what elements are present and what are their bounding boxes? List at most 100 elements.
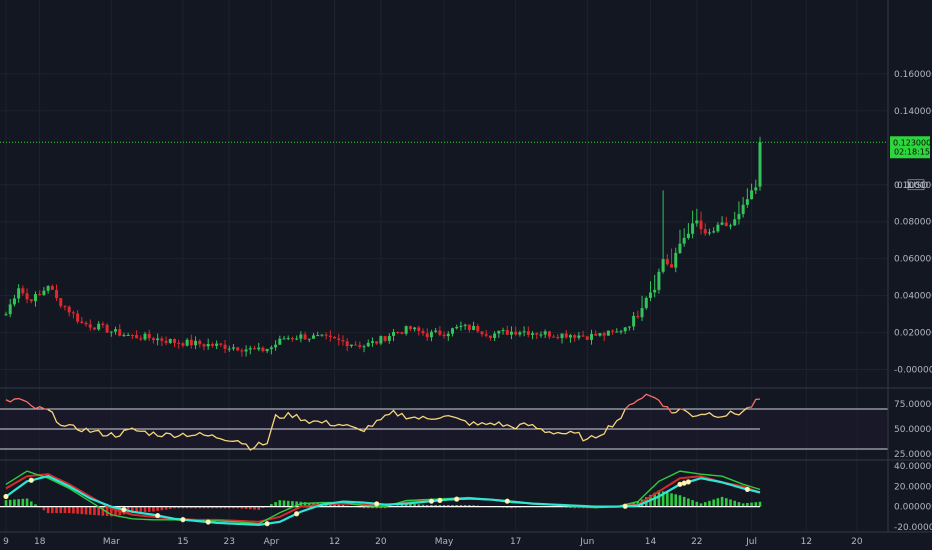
candle[interactable] [594, 330, 598, 336]
candle[interactable] [147, 329, 151, 341]
candle[interactable] [168, 338, 172, 345]
candle[interactable] [25, 288, 29, 304]
candle[interactable] [501, 327, 505, 335]
candle[interactable] [636, 310, 640, 319]
candle[interactable] [42, 286, 46, 296]
candle[interactable] [337, 333, 341, 346]
candle[interactable] [143, 331, 147, 341]
candle[interactable] [648, 281, 652, 302]
candle[interactable] [67, 305, 71, 317]
candle[interactable] [686, 223, 690, 240]
candle[interactable] [181, 341, 185, 348]
candle[interactable] [712, 227, 716, 234]
candle[interactable] [531, 331, 535, 340]
candle[interactable] [615, 328, 619, 333]
candle[interactable] [307, 338, 311, 343]
candle[interactable] [151, 336, 155, 344]
candle[interactable] [189, 334, 193, 349]
candle[interactable] [139, 335, 143, 341]
candle[interactable] [278, 335, 282, 346]
candle[interactable] [8, 299, 12, 318]
candle[interactable] [215, 340, 219, 350]
candle[interactable] [392, 329, 396, 342]
candle[interactable] [17, 284, 21, 303]
candle[interactable] [556, 334, 560, 340]
candle[interactable] [741, 196, 745, 218]
candle[interactable] [299, 331, 303, 343]
candle[interactable] [627, 326, 631, 331]
candle[interactable] [573, 333, 577, 342]
candle[interactable] [156, 333, 160, 346]
candle[interactable] [703, 223, 707, 236]
candle[interactable] [194, 336, 198, 350]
candle[interactable] [383, 335, 387, 343]
candle[interactable] [135, 330, 139, 339]
candle[interactable] [63, 305, 67, 311]
candle[interactable] [290, 336, 294, 342]
candle[interactable] [333, 336, 337, 339]
candle[interactable] [261, 346, 265, 353]
candle[interactable] [97, 321, 101, 331]
candle[interactable] [514, 326, 518, 336]
candle[interactable] [46, 285, 50, 294]
candle[interactable] [236, 346, 240, 352]
candle[interactable] [126, 332, 130, 336]
candle[interactable] [269, 345, 273, 355]
candle[interactable] [202, 343, 206, 351]
candle[interactable] [729, 223, 733, 230]
candle[interactable] [535, 332, 539, 339]
candle[interactable] [522, 326, 526, 337]
candle[interactable] [590, 329, 594, 345]
candle[interactable] [463, 323, 467, 330]
candle[interactable] [716, 222, 720, 233]
candle[interactable] [219, 342, 223, 347]
candle[interactable] [577, 331, 581, 340]
candle[interactable] [274, 340, 278, 351]
candle[interactable] [198, 339, 202, 348]
candle[interactable] [581, 330, 585, 337]
candle[interactable] [632, 311, 636, 331]
candle[interactable] [223, 340, 227, 354]
candle[interactable] [387, 333, 391, 344]
candle[interactable] [370, 337, 374, 347]
candle[interactable] [720, 216, 724, 226]
candle[interactable] [733, 211, 737, 226]
price-pane[interactable] [0, 136, 888, 357]
candle[interactable] [248, 345, 252, 355]
candle[interactable] [678, 229, 682, 255]
candle[interactable] [493, 331, 497, 342]
candle[interactable] [172, 338, 176, 347]
candle[interactable] [400, 331, 404, 335]
candle[interactable] [488, 335, 492, 341]
candle[interactable] [467, 324, 471, 333]
candle[interactable] [674, 247, 678, 273]
candle[interactable] [408, 325, 412, 332]
candle[interactable] [210, 342, 214, 348]
candle[interactable] [619, 329, 623, 335]
candle[interactable] [564, 330, 568, 339]
candle[interactable] [240, 348, 244, 357]
candle[interactable] [695, 208, 699, 227]
candle[interactable] [404, 325, 408, 336]
candle[interactable] [88, 319, 92, 331]
candle[interactable] [311, 332, 315, 339]
candle[interactable] [282, 335, 286, 340]
candle[interactable] [484, 330, 488, 338]
candle[interactable] [476, 323, 480, 333]
candle[interactable] [59, 297, 63, 309]
candle[interactable] [12, 294, 16, 307]
candle[interactable] [737, 201, 741, 225]
candle[interactable] [480, 331, 484, 337]
candle[interactable] [38, 290, 42, 296]
candle[interactable] [665, 254, 669, 266]
candle[interactable] [434, 327, 438, 334]
candle[interactable] [4, 311, 8, 316]
candle[interactable] [429, 329, 433, 342]
candle[interactable] [244, 345, 248, 357]
candle[interactable] [265, 348, 269, 354]
candle[interactable] [55, 284, 59, 302]
candle[interactable] [21, 285, 25, 296]
candle[interactable] [459, 321, 463, 331]
candle[interactable] [164, 336, 168, 346]
candle[interactable] [518, 330, 522, 337]
